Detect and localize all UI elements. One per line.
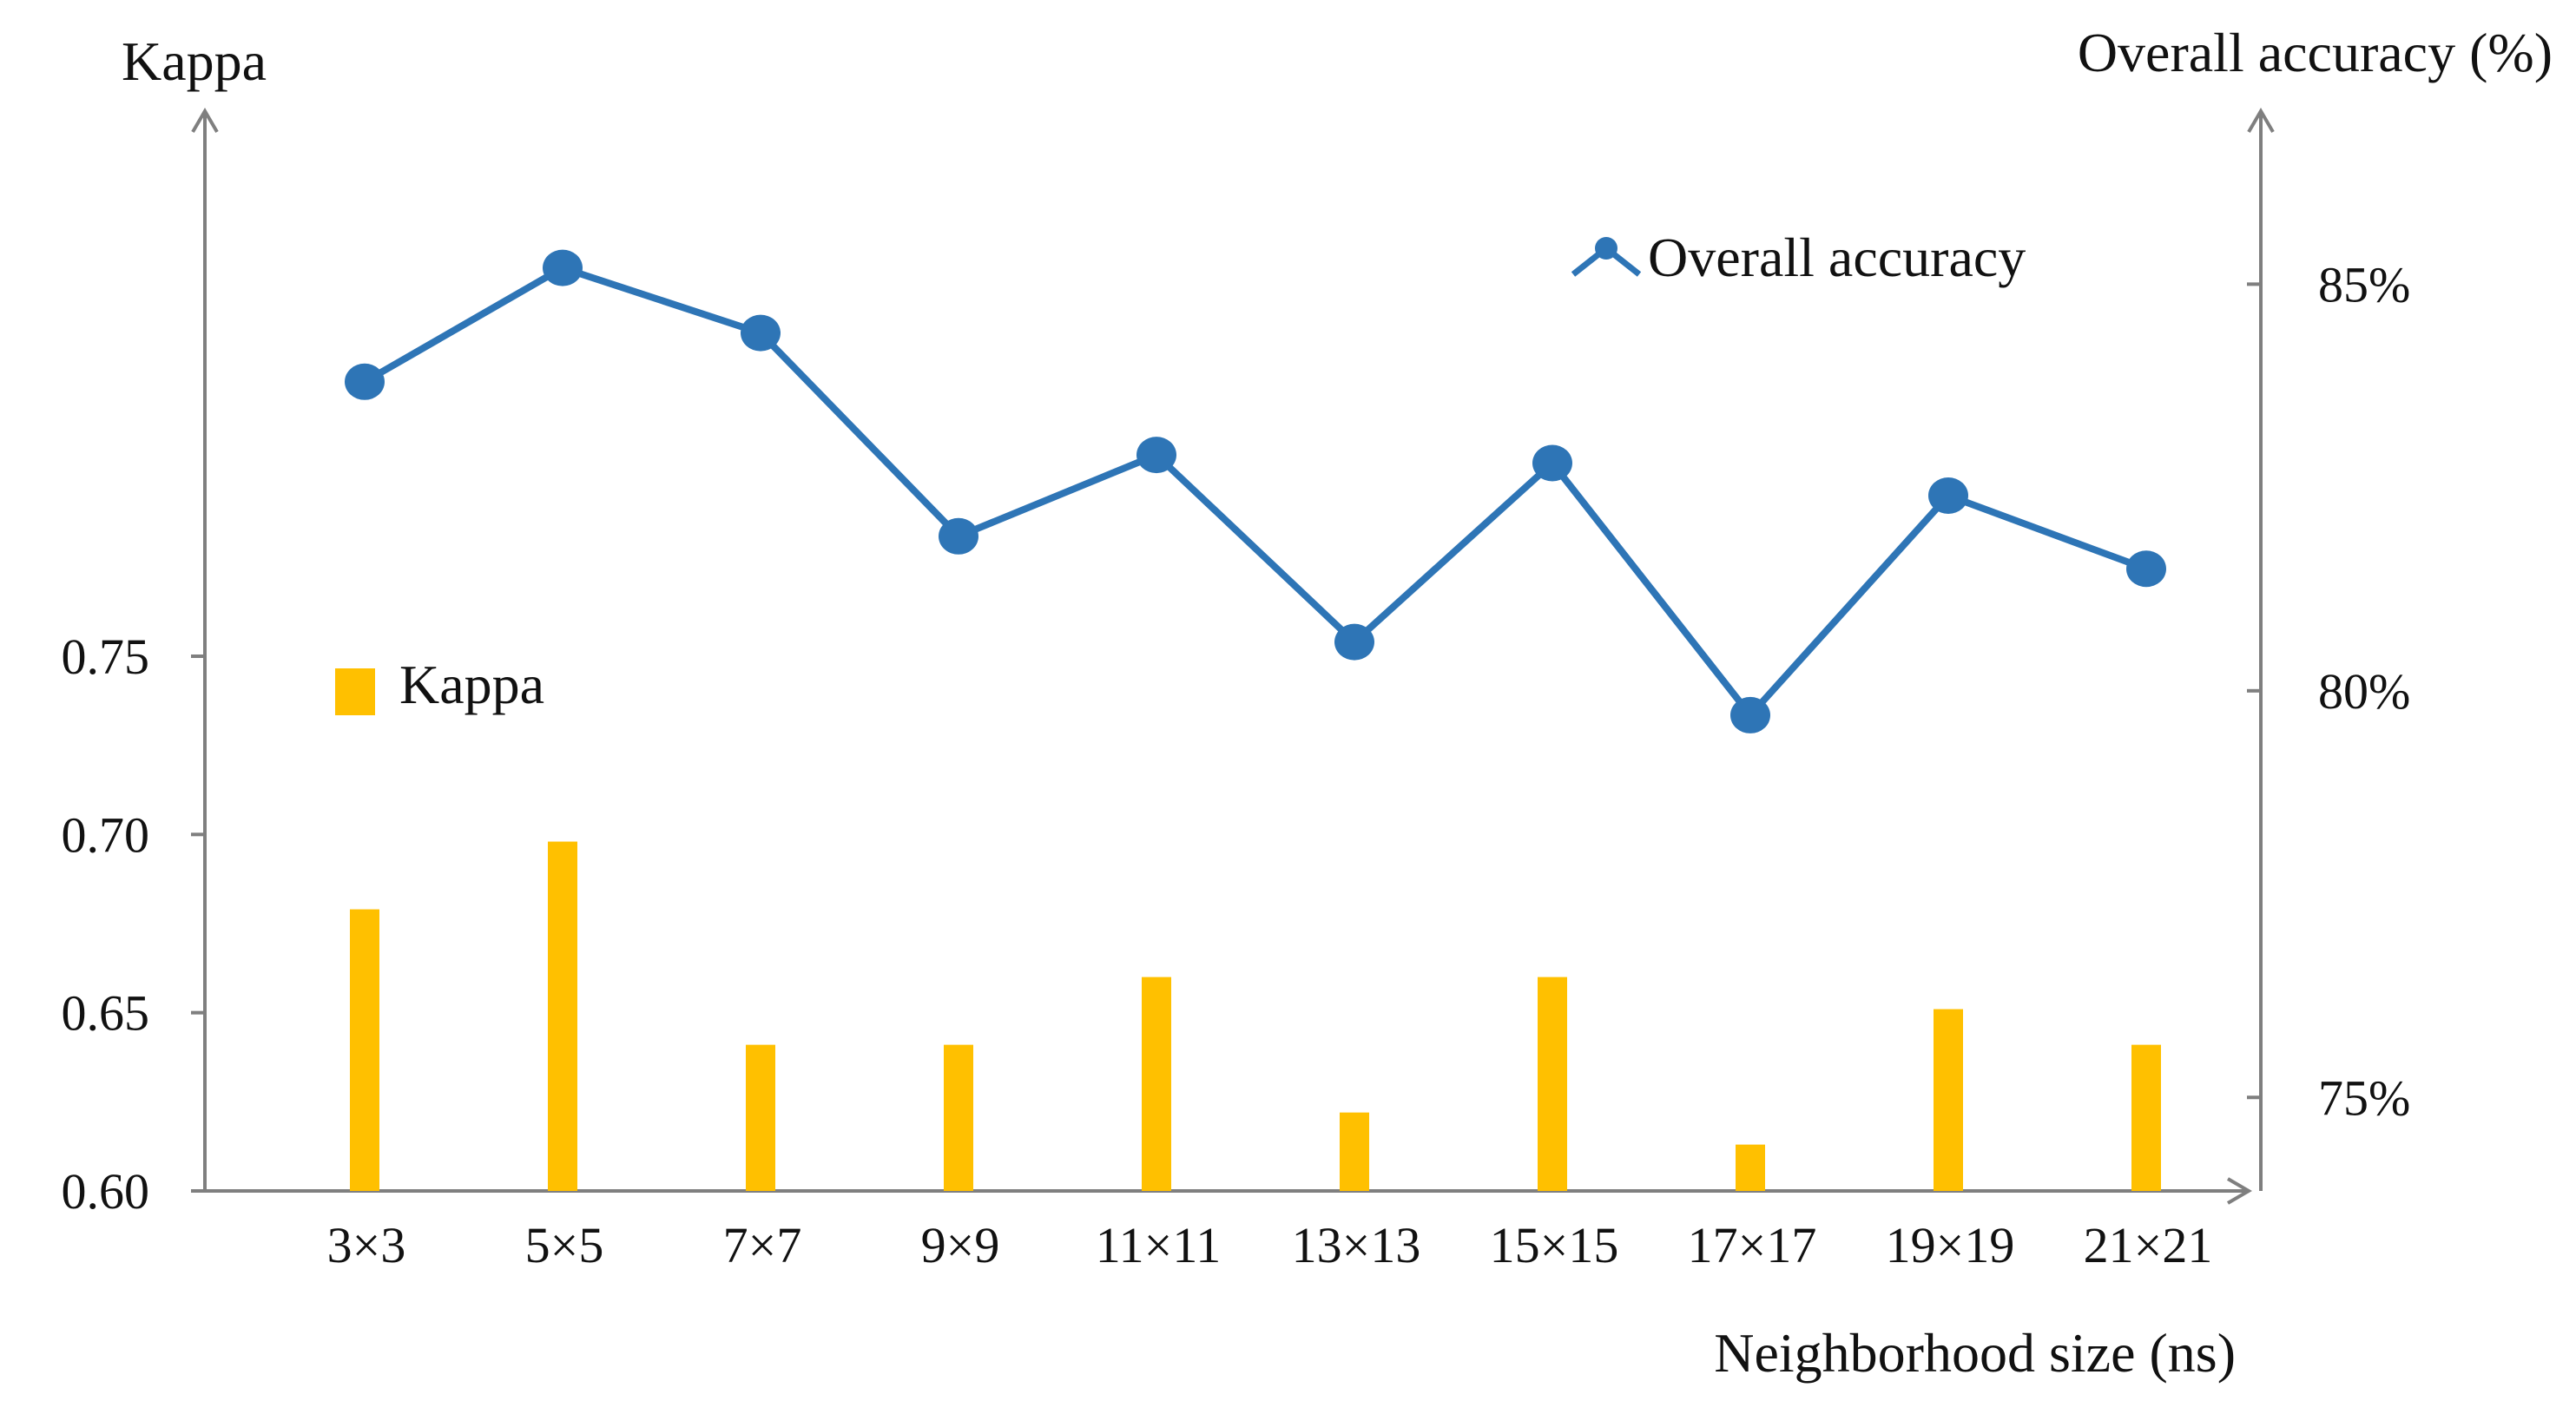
tick-labels: 0.60 0.65 0.70 0.75 75% 80% 85% 3×3 5×5 7×7 9×9 11×…: [62, 256, 2411, 1273]
left-tick-label: 0.70: [62, 806, 150, 863]
accuracy-point: [1334, 623, 1374, 661]
x-tick-label: 21×21: [2084, 1217, 2213, 1273]
x-axis-title: Neighborhood size (ns): [1714, 1322, 2236, 1384]
accuracy-point: [1730, 696, 1770, 733]
x-axis-arrow: [2226, 1177, 2252, 1205]
kappa-bar: [1538, 977, 1567, 1191]
kappa-bar: [746, 1044, 775, 1191]
kappa-bar: [944, 1044, 973, 1191]
accuracy-point: [345, 363, 385, 400]
accuracy-point: [1136, 437, 1176, 474]
left-axis-arrow: [191, 108, 219, 134]
right-axis-arrow: [2247, 108, 2275, 134]
right-tick-label: 75%: [2318, 1069, 2410, 1126]
accuracy-point: [2126, 550, 2166, 588]
kappa-bar: [350, 909, 379, 1191]
accuracy-line: [363, 264, 2148, 719]
kappa-bar: [1934, 1009, 1963, 1191]
x-tick-label: 9×9: [921, 1217, 1000, 1273]
kappa-bar: [1142, 977, 1171, 1191]
x-tick-label: 15×15: [1490, 1217, 1619, 1273]
x-tick-label: 7×7: [723, 1217, 802, 1273]
x-tick-label: 17×17: [1688, 1217, 1817, 1273]
left-tick-label: 0.65: [62, 985, 150, 1042]
legend-kappa-square-icon: [335, 668, 375, 715]
x-tick-label: 3×3: [327, 1217, 406, 1273]
accuracy-point: [939, 517, 978, 555]
left-tick-label: 0.75: [62, 628, 150, 685]
accuracy-point: [543, 249, 583, 286]
kappa-bar: [1736, 1144, 1765, 1191]
axes: [191, 108, 2275, 1205]
x-tick-label: 13×13: [1292, 1217, 1421, 1273]
accuracy-point: [1928, 477, 1968, 514]
legend-kappa-label: Kappa: [399, 654, 544, 715]
left-tick-label: 0.60: [62, 1163, 150, 1220]
kappa-bar: [2131, 1044, 2161, 1191]
kappa-bars: [350, 841, 2161, 1191]
legend: Overall accuracy Kappa: [335, 227, 2026, 715]
right-axis-title: Overall accuracy (%): [2078, 22, 2553, 83]
x-tick-label: 5×5: [525, 1217, 604, 1273]
kappa-bar: [548, 841, 577, 1191]
x-tick-label: 19×19: [1886, 1217, 2015, 1273]
left-axis-title: Kappa: [122, 30, 267, 92]
x-tick-label: 11×11: [1096, 1217, 1221, 1273]
right-tick-label: 80%: [2318, 663, 2410, 720]
accuracy-point: [1532, 444, 1572, 482]
accuracy-point: [741, 314, 781, 352]
right-tick-label: 85%: [2318, 256, 2410, 312]
legend-accuracy-label: Overall accuracy: [1648, 227, 2026, 288]
accuracy-line-layer: [345, 249, 2166, 733]
kappa-bar: [1340, 1112, 1369, 1191]
legend-accuracy-dot-icon: [1595, 237, 1617, 260]
